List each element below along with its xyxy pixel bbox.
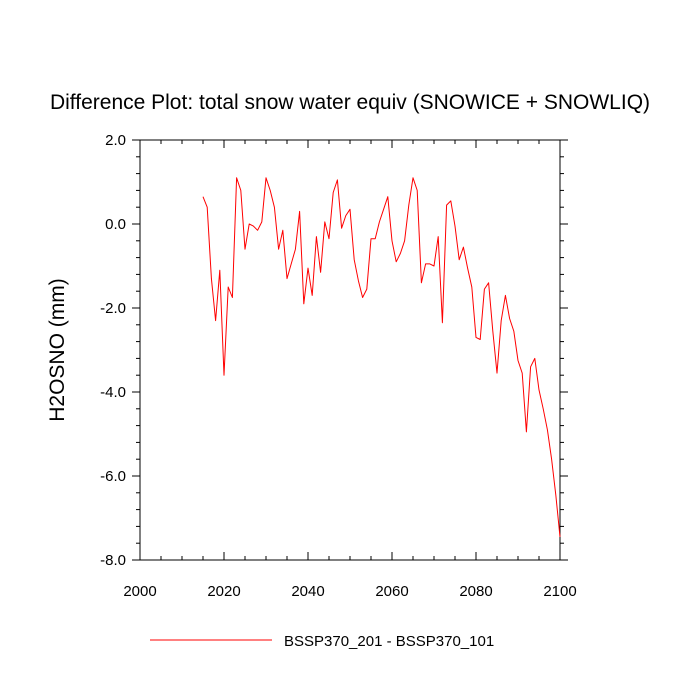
- series-line: [202, 177, 561, 537]
- x-tick-label: 2000: [123, 583, 156, 600]
- plot-frame: [139, 139, 561, 561]
- y-tick-label: -2.0: [100, 300, 126, 317]
- x-tick-label: 2060: [375, 583, 408, 600]
- chart-title: Difference Plot: total snow water equiv …: [50, 91, 650, 114]
- y-tick-label: 2.0: [105, 132, 126, 149]
- y-axis-label: H2OSNO (mm): [46, 278, 69, 422]
- y-tick-label: 0.0: [105, 216, 126, 233]
- y-axis: 2.0 0.0 -2.0 -4.0 -6.0 -8.0: [100, 132, 568, 569]
- x-tick-label: 2100: [543, 583, 576, 600]
- y-tick-label: -6.0: [100, 468, 126, 485]
- legend-label: BSSP370_201 - BSSP370_101: [284, 633, 494, 650]
- x-axis: 2000 2020 2040 2060 2080 2100: [123, 140, 577, 600]
- x-tick-label: 2080: [459, 583, 492, 600]
- y-tick-label: -4.0: [100, 384, 126, 401]
- series-layer: [202, 177, 561, 537]
- y-tick-label: -8.0: [100, 552, 126, 569]
- legend: BSSP370_201 - BSSP370_101: [150, 633, 494, 650]
- x-tick-label: 2040: [291, 583, 324, 600]
- x-tick-label: 2020: [207, 583, 240, 600]
